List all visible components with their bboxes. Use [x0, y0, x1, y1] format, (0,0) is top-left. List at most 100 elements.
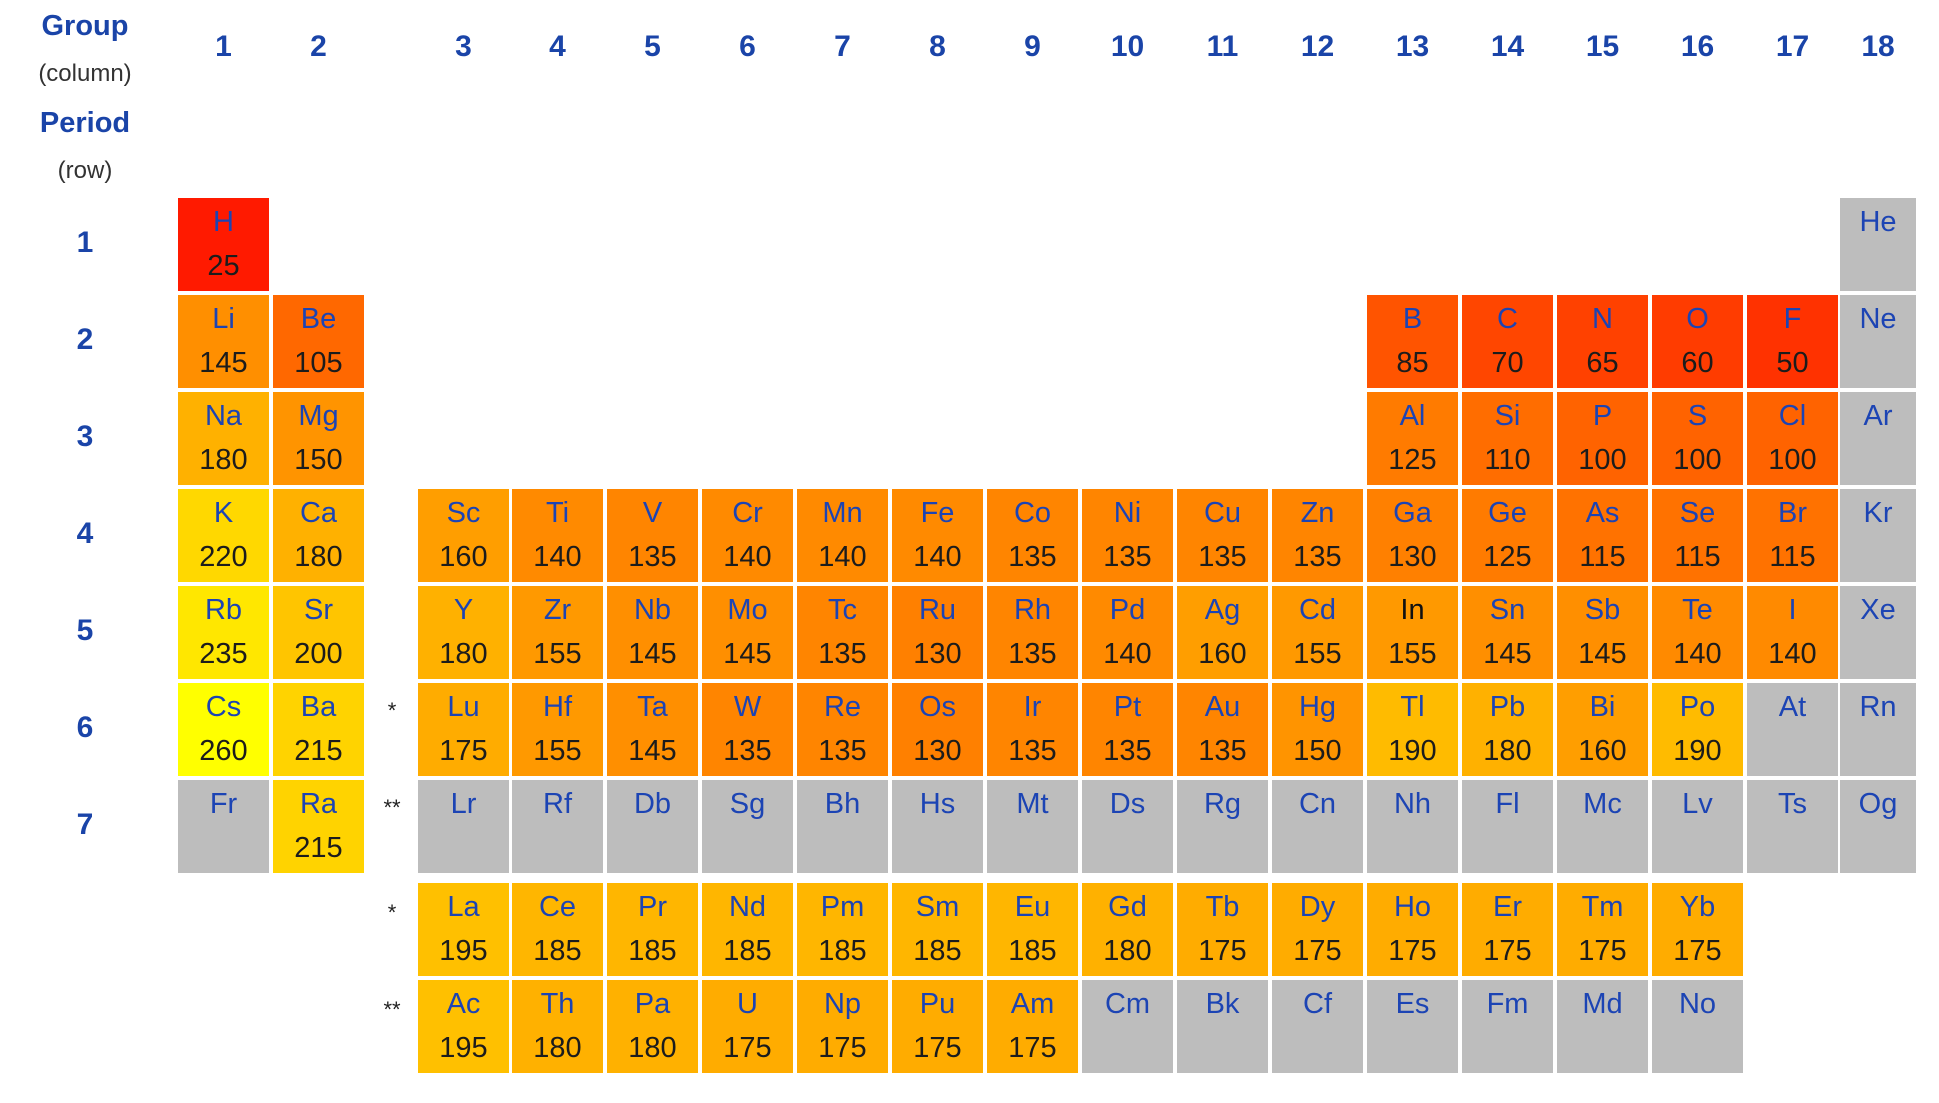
period-header-label: Period [39, 107, 131, 139]
element-symbol: Y [453, 594, 474, 626]
element-cell-rb: Rb 235 [178, 586, 269, 679]
element-value: 135 [1293, 541, 1342, 573]
element-cell-th: Th 180 [512, 980, 603, 1073]
element-value: 160 [1198, 638, 1247, 670]
element-cell-sc: Sc 160 [418, 489, 509, 582]
element-cell-si: Si 110 [1462, 392, 1553, 485]
element-symbol: Pu [919, 988, 956, 1020]
element-cell-lu: Lu 175 [418, 683, 509, 776]
element-cell-h: H 25 [178, 198, 269, 291]
actinide-row-marker: ** [383, 997, 401, 1022]
element-symbol: Sc [446, 497, 481, 529]
group-number-3: 3 [455, 30, 472, 63]
element-cell-p: P 100 [1557, 392, 1648, 485]
group-number-10: 10 [1110, 30, 1145, 63]
element-symbol: Ra [299, 788, 338, 820]
element-cell-br: Br 115 [1747, 489, 1838, 582]
element-cell-ru: Ru 130 [892, 586, 983, 679]
group-number-7: 7 [834, 30, 851, 63]
element-cell-w: W 135 [702, 683, 793, 776]
element-cell-pt: Pt 135 [1082, 683, 1173, 776]
element-cell-nb: Nb 145 [607, 586, 698, 679]
element-cell-zn: Zn 135 [1272, 489, 1363, 582]
period-number-3: 3 [76, 420, 94, 453]
element-cell-rg: Rg [1177, 780, 1268, 873]
element-value: 260 [199, 735, 248, 767]
element-value: 155 [533, 735, 582, 767]
element-value: 105 [294, 347, 343, 379]
element-cell-ts: Ts [1747, 780, 1838, 873]
element-value: 155 [533, 638, 582, 670]
element-symbol: Ca [299, 497, 338, 529]
element-symbol: Ce [538, 891, 577, 923]
element-value: 215 [294, 735, 343, 767]
element-value: 135 [1103, 735, 1152, 767]
element-cell-sr: Sr 200 [273, 586, 364, 679]
group-number-16: 16 [1680, 30, 1715, 63]
element-symbol: Ac [446, 988, 481, 1020]
element-symbol: Bk [1205, 988, 1240, 1020]
element-symbol: H [213, 206, 234, 238]
element-symbol: Fm [1486, 988, 1529, 1020]
element-symbol: Bh [824, 788, 861, 820]
element-value: 135 [628, 541, 677, 573]
group-number-17: 17 [1775, 30, 1810, 63]
element-symbol: Ir [1023, 691, 1042, 723]
element-cell-he: He [1840, 198, 1916, 291]
element-symbol: Lv [1682, 788, 1713, 820]
element-symbol: Li [212, 303, 235, 335]
group-header-label: Group [41, 10, 129, 42]
element-symbol: Cd [1298, 594, 1337, 626]
element-cell-fl: Fl [1462, 780, 1553, 873]
element-cell-ra: Ra 215 [273, 780, 364, 873]
element-cell-rn: Rn [1840, 683, 1916, 776]
element-symbol: Gd [1108, 891, 1147, 923]
element-value: 180 [533, 1032, 582, 1064]
element-symbol: Br [1778, 497, 1807, 529]
element-cell-fr: Fr [178, 780, 269, 873]
element-cell-pm: Pm 185 [797, 883, 888, 976]
element-symbol: Rf [543, 788, 572, 820]
element-cell-pd: Pd 140 [1082, 586, 1173, 679]
element-cell-bk: Bk [1177, 980, 1268, 1073]
element-symbol: Rg [1203, 788, 1242, 820]
element-value: 185 [628, 935, 677, 967]
group-number-15: 15 [1585, 30, 1620, 63]
element-value: 175 [1388, 935, 1437, 967]
element-cell-md: Md [1557, 980, 1648, 1073]
element-cell-sm: Sm 185 [892, 883, 983, 976]
element-symbol: Ta [637, 691, 668, 723]
element-value: 135 [818, 735, 867, 767]
group-number-4: 4 [549, 30, 566, 63]
element-cell-la: La 195 [418, 883, 509, 976]
element-value: 175 [723, 1032, 772, 1064]
element-value: 185 [818, 935, 867, 967]
element-value: 145 [628, 638, 677, 670]
element-cell-sn: Sn 145 [1462, 586, 1553, 679]
element-value: 135 [1103, 541, 1152, 573]
element-symbol: Cs [205, 691, 242, 723]
element-cell-v: V 135 [607, 489, 698, 582]
element-value: 175 [1293, 935, 1342, 967]
period-number-7: 7 [76, 808, 94, 841]
element-value: 175 [818, 1032, 867, 1064]
element-cell-bh: Bh [797, 780, 888, 873]
group-number-1: 1 [215, 30, 232, 63]
element-cell-rf: Rf [512, 780, 603, 873]
element-cell-mn: Mn 140 [797, 489, 888, 582]
element-value: 145 [1578, 638, 1627, 670]
element-cell-cf: Cf [1272, 980, 1363, 1073]
group-number-2: 2 [310, 30, 327, 63]
element-symbol: Th [540, 988, 575, 1020]
element-symbol: Eu [1014, 891, 1051, 923]
element-value: 195 [439, 935, 488, 967]
element-symbol: Pa [634, 988, 671, 1020]
element-cell-y: Y 180 [418, 586, 509, 679]
element-value: 145 [628, 735, 677, 767]
element-symbol: Bi [1589, 691, 1616, 723]
element-symbol: Rh [1013, 594, 1052, 626]
element-cell-db: Db [607, 780, 698, 873]
element-symbol: Cm [1104, 988, 1151, 1020]
element-symbol: Sg [729, 788, 766, 820]
element-cell-ne: Ne [1840, 295, 1916, 388]
